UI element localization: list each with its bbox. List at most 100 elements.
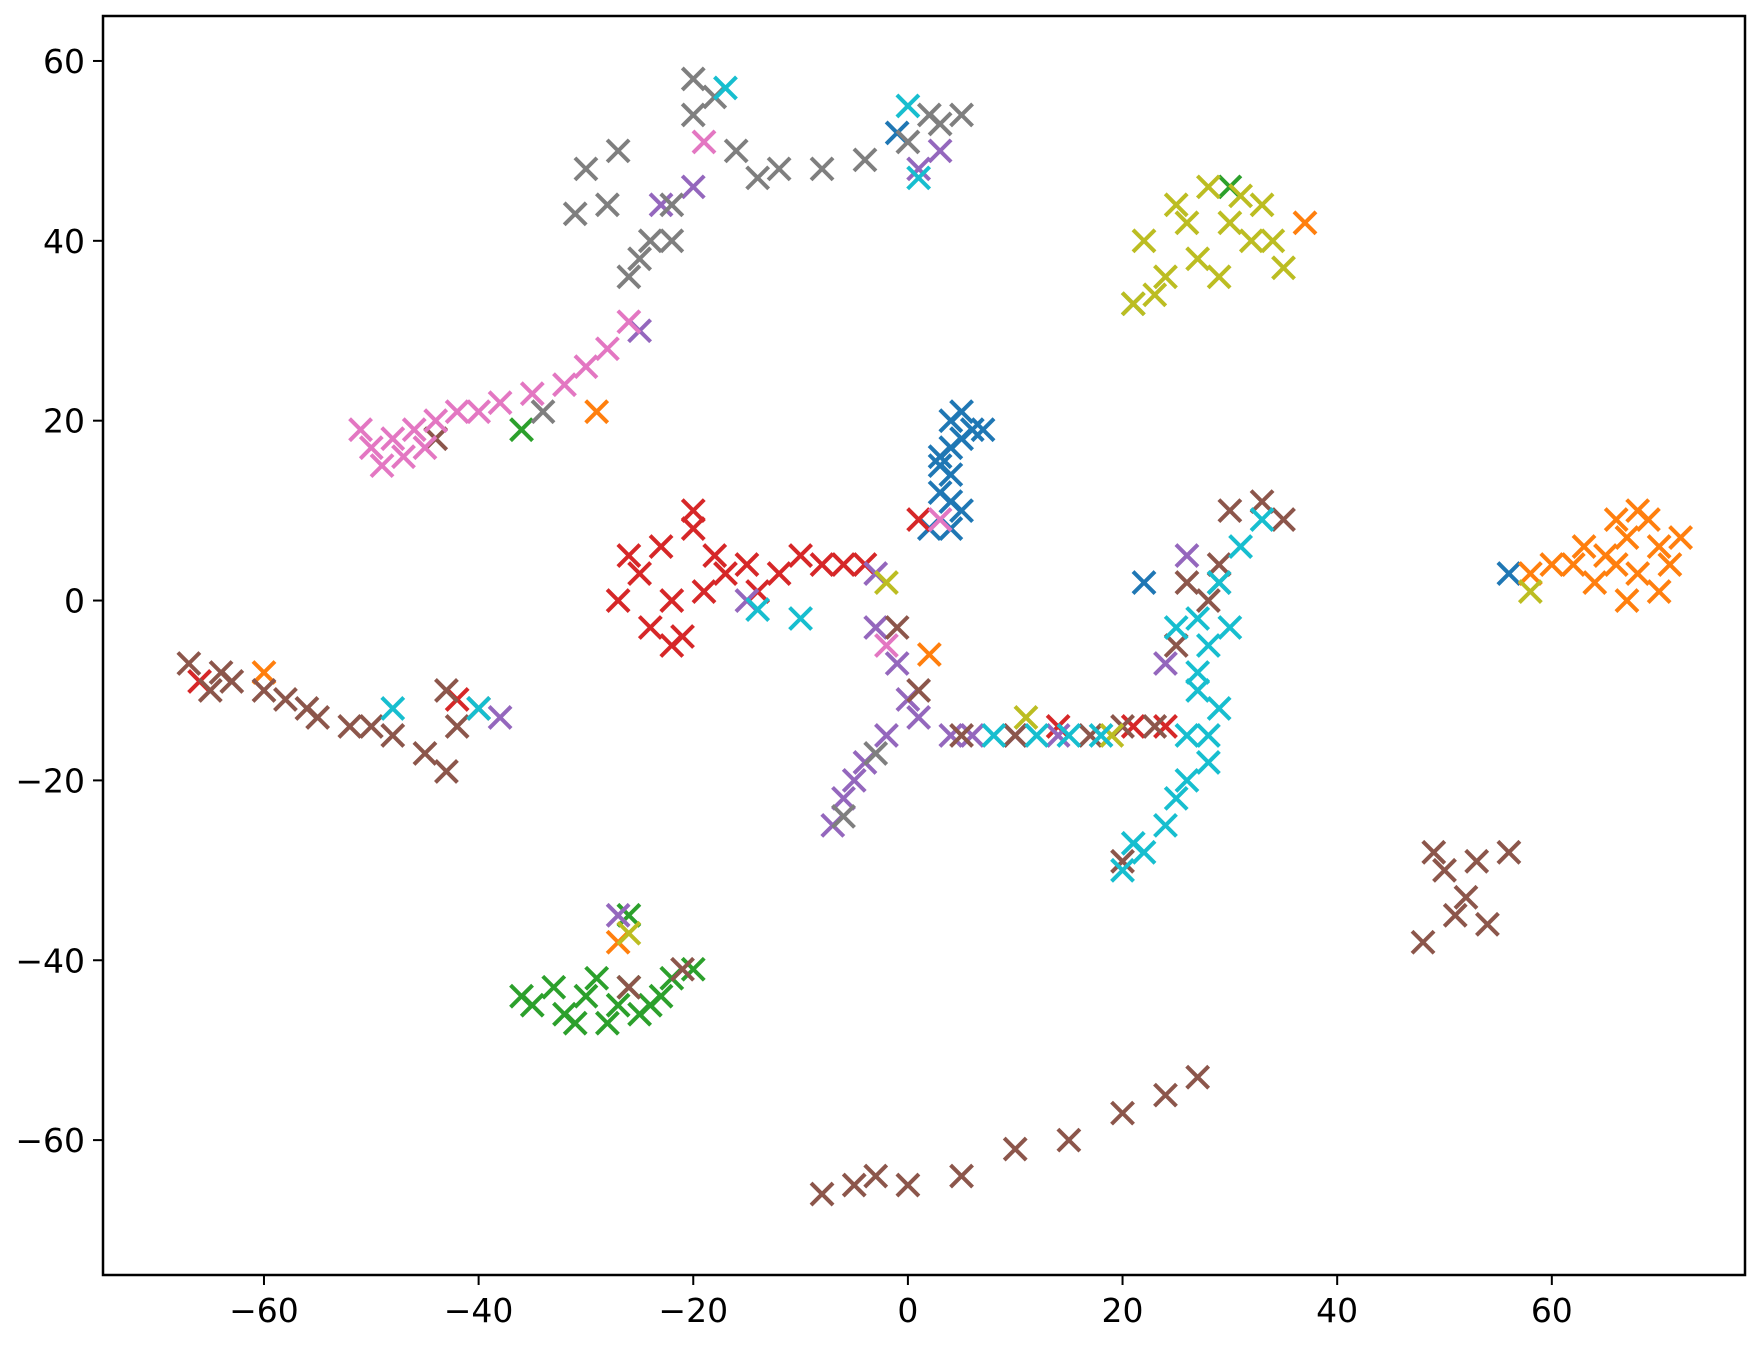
data-point: [927, 138, 953, 164]
data-point: [487, 390, 513, 416]
data-point: [509, 417, 534, 443]
data-point: [1174, 210, 1200, 236]
data-point: [895, 1172, 921, 1198]
data-point: [1056, 1127, 1082, 1153]
data-point: [605, 138, 631, 164]
data-point: [1195, 749, 1221, 775]
data-point: [444, 714, 470, 739]
data-point: [1260, 228, 1286, 254]
data-point: [1174, 543, 1200, 568]
data-point: [1603, 552, 1629, 577]
data-point: [745, 165, 771, 191]
y-tick-label: 20: [43, 402, 85, 441]
data-point: [1410, 929, 1436, 955]
series-8: [616, 174, 1543, 946]
data-point: [841, 1172, 867, 1198]
data-point: [659, 192, 685, 218]
data-point: [1088, 723, 1114, 748]
y-tick-label: −40: [15, 941, 85, 980]
data-point: [348, 417, 373, 443]
data-point: [197, 678, 223, 703]
data-point: [562, 1010, 588, 1036]
data-point: [605, 902, 631, 928]
data-point: [273, 687, 298, 712]
data-point: [1249, 507, 1275, 533]
data-point: [434, 678, 459, 703]
data-point: [841, 767, 867, 793]
data-point: [1153, 714, 1178, 739]
data-point: [1206, 552, 1232, 577]
y-axis: −60 −40 −20 0 20 40 60: [15, 42, 103, 1160]
data-point: [1110, 848, 1135, 874]
data-point: [1045, 723, 1071, 748]
data-point: [734, 552, 760, 577]
data-point: [573, 983, 599, 1009]
data-point: [1614, 588, 1640, 613]
data-point: [1163, 615, 1189, 640]
data-point: [358, 435, 384, 461]
data-point: [1582, 570, 1608, 595]
data-point: [713, 561, 738, 586]
y-tick-label: 40: [43, 222, 85, 261]
data-point: [723, 138, 749, 164]
x-tick-label: 60: [1531, 1291, 1573, 1330]
data-point: [1024, 723, 1050, 748]
data-point: [1614, 525, 1640, 551]
data-point: [1646, 534, 1672, 559]
data-point: [884, 615, 910, 640]
data-point: [1625, 561, 1651, 586]
data-point: [616, 264, 642, 290]
data-point: [401, 417, 427, 443]
y-tick-label: −60: [15, 1121, 85, 1160]
data-point: [1153, 651, 1178, 676]
data-point: [895, 129, 921, 155]
data-point: [852, 147, 878, 173]
x-tick-label: −60: [229, 1291, 299, 1330]
series-9: [380, 75, 1275, 883]
data-point: [1206, 264, 1232, 290]
x-tick-label: 20: [1102, 1291, 1144, 1330]
data-point: [573, 354, 599, 380]
data-point: [541, 974, 567, 1000]
data-point: [1228, 534, 1254, 559]
data-point: [380, 723, 406, 748]
data-point: [680, 498, 706, 524]
data-point: [895, 93, 921, 119]
data-point: [380, 426, 406, 452]
data-point: [831, 552, 856, 577]
data-point: [1625, 498, 1651, 524]
data-point: [412, 740, 438, 766]
data-point: [906, 705, 932, 730]
data-point: [412, 435, 438, 461]
data-point: [680, 516, 706, 542]
data-point: [1517, 561, 1543, 586]
data-point: [970, 417, 996, 443]
data-point: [874, 570, 899, 595]
data-point: [1174, 723, 1200, 748]
data-point: [1496, 839, 1522, 865]
data-point: [713, 75, 738, 101]
data-point: [1110, 1100, 1135, 1126]
data-point: [1657, 552, 1683, 577]
data-point: [519, 381, 545, 407]
data-point: [949, 399, 974, 425]
data-point: [219, 669, 245, 694]
data-point: [584, 965, 610, 991]
data-point: [906, 165, 932, 191]
y-tick-label: −20: [15, 761, 85, 800]
data-point: [562, 201, 588, 227]
data-point: [594, 1010, 620, 1036]
data-point: [1195, 723, 1221, 748]
data-point: [959, 723, 985, 748]
x-tick-label: 0: [897, 1291, 918, 1330]
data-point: [1142, 282, 1168, 308]
data-point: [680, 66, 706, 92]
data-point: [680, 956, 706, 982]
data-point: [1153, 812, 1178, 838]
data-point: [605, 992, 631, 1018]
data-point: [1217, 615, 1243, 640]
data-point: [659, 588, 685, 613]
series-5: [176, 426, 1522, 1207]
data-point: [605, 588, 631, 613]
data-point: [1560, 552, 1586, 577]
